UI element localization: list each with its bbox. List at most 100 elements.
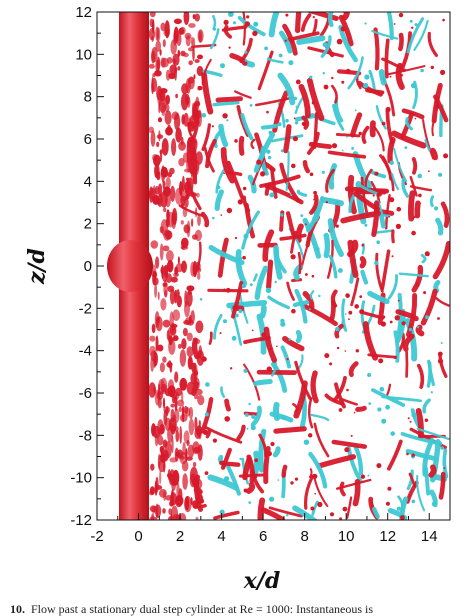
red-speckle xyxy=(234,236,238,240)
red-speckle xyxy=(430,65,434,70)
cyan-speckle xyxy=(408,327,413,332)
cyan-vortex-tube xyxy=(328,254,338,279)
y-axis-title: z/d xyxy=(24,248,50,285)
red-vortex-blob xyxy=(165,193,171,208)
cyan-speckle xyxy=(409,19,413,23)
red-vortex-tube xyxy=(283,124,292,154)
red-vortex-blob xyxy=(159,92,166,102)
red-speckle xyxy=(394,315,400,321)
red-vortex-tube xyxy=(384,38,390,79)
red-speckle xyxy=(442,18,445,22)
cyan-vortex-tube xyxy=(427,359,435,387)
red-vortex-blob xyxy=(159,49,162,56)
red-vortex-tube xyxy=(295,223,304,243)
red-vortex-blob xyxy=(178,513,187,520)
red-vortex-tube xyxy=(264,182,272,196)
cyan-vortex-tube xyxy=(226,299,268,309)
red-vortex-blob xyxy=(162,508,166,514)
red-speckle xyxy=(437,351,443,357)
red-vortex-tube xyxy=(213,510,240,520)
red-speckle xyxy=(338,408,343,412)
red-vortex-blob xyxy=(165,495,173,501)
red-vortex-tube xyxy=(301,115,310,130)
cyan-vortex-tube xyxy=(295,330,303,344)
red-vortex-blob xyxy=(175,451,181,457)
cyan-vortex-tube xyxy=(311,206,320,223)
red-vortex-blob xyxy=(158,130,161,142)
cyan-speckle xyxy=(359,206,362,209)
red-speckle xyxy=(353,411,356,414)
axes: -2 0 2 4 6 8 10 12 14 -12 -10 -8 -6 -4 -2 0 2 4 6 8 10 12 xyxy=(70,4,451,545)
red-speckle xyxy=(223,19,229,25)
cyan-vortex-tube xyxy=(371,30,399,40)
y-tick-label: -12 xyxy=(70,512,92,529)
cyan-speckle xyxy=(204,412,209,417)
red-vortex-blob xyxy=(154,283,158,298)
red-vortex-tube xyxy=(297,251,302,275)
red-vortex-blob xyxy=(177,66,181,71)
red-vortex-tube xyxy=(331,439,368,449)
cyan-speckle xyxy=(233,21,236,25)
red-vortex-blob xyxy=(162,439,168,448)
cyan-vortex-tube xyxy=(323,232,331,259)
red-speckle xyxy=(230,367,233,370)
red-vortex-tube xyxy=(364,168,373,190)
cyan-speckle xyxy=(248,501,251,504)
x-tick-label: 4 xyxy=(217,528,225,545)
red-speckle xyxy=(313,198,316,201)
red-vortex-blob xyxy=(179,413,188,422)
red-vortex-blob xyxy=(159,243,164,261)
red-speckle xyxy=(443,153,449,159)
cyan-speckle xyxy=(243,368,248,373)
red-vortex-blob xyxy=(187,96,191,108)
red-vortex-tube xyxy=(303,474,315,510)
red-vortex-blob xyxy=(158,460,166,473)
red-vortex-blob xyxy=(174,66,178,81)
red-vortex-tube xyxy=(238,135,245,156)
red-vortex-tube xyxy=(290,230,298,254)
red-speckle xyxy=(358,131,362,136)
cyan-vortex-tube xyxy=(278,30,293,54)
red-vortex-tube xyxy=(414,200,421,219)
red-vortex-tube xyxy=(411,157,418,175)
cyan-vortex-tube xyxy=(398,272,429,278)
red-speckle xyxy=(223,288,226,291)
cyan-speckle xyxy=(376,240,381,244)
red-vortex-tube xyxy=(415,408,424,440)
red-vortex-blob xyxy=(159,446,163,453)
cyan-vortex-tube xyxy=(400,432,443,446)
red-vortex-blob xyxy=(167,385,176,398)
cyan-vortex-tube xyxy=(371,388,406,407)
red-speckle xyxy=(254,458,258,463)
red-vortex-blob xyxy=(171,138,177,157)
red-vortex-blob xyxy=(155,335,159,352)
red-speckle xyxy=(396,206,402,212)
cyan-vortex-tube xyxy=(235,249,248,287)
cyan-vortex-tube xyxy=(266,57,284,64)
red-vortex-tube xyxy=(231,281,244,319)
y-tick-label: -8 xyxy=(79,427,92,444)
red-speckle xyxy=(284,39,287,42)
cyan-speckle xyxy=(338,268,343,273)
red-vortex-tube xyxy=(263,326,278,363)
cyan-vortex-tube xyxy=(367,290,390,305)
red-speckle xyxy=(290,39,294,44)
x-tick-label: 0 xyxy=(134,528,142,545)
red-speckle xyxy=(267,451,272,457)
vortex-structures xyxy=(148,12,450,520)
red-vortex-blob xyxy=(151,47,158,63)
red-vortex-blob xyxy=(158,103,161,114)
cyan-speckle xyxy=(404,146,408,150)
red-vortex-tube xyxy=(205,138,217,169)
cyan-speckle xyxy=(249,104,253,107)
cyan-speckle xyxy=(224,476,230,482)
red-speckle xyxy=(224,416,230,422)
red-vortex-tube xyxy=(331,84,338,104)
red-vortex-tube xyxy=(346,496,353,519)
red-vortex-blob xyxy=(148,63,155,69)
red-vortex-blob xyxy=(182,442,186,456)
red-vortex-tube xyxy=(191,337,200,360)
red-speckle xyxy=(345,68,351,74)
cyan-speckle xyxy=(274,280,277,284)
red-vortex-blob xyxy=(155,173,158,178)
